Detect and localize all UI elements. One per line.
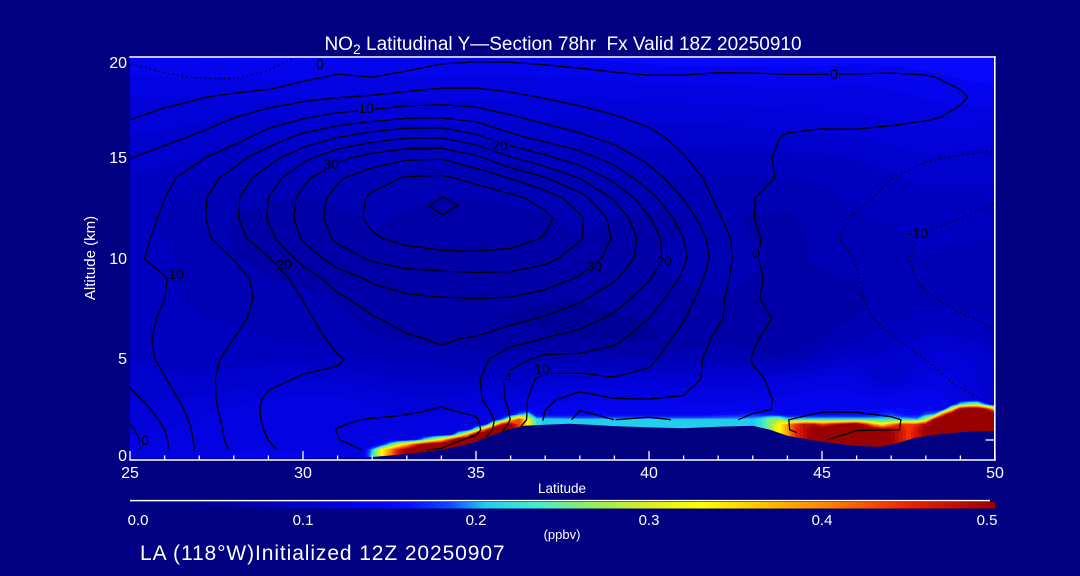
svg-text:-10: -10 xyxy=(908,225,928,241)
svg-text:25: 25 xyxy=(121,465,139,482)
svg-text:20: 20 xyxy=(109,55,127,72)
svg-text:0.1: 0.1 xyxy=(293,512,314,529)
svg-text:0.5: 0.5 xyxy=(977,512,998,529)
svg-text:10: 10 xyxy=(168,266,184,282)
svg-text:20: 20 xyxy=(656,253,672,269)
svg-text:NO2 Latitudinal Y—Section 78hr: NO2 Latitudinal Y—Section 78hr Fx Valid … xyxy=(324,34,801,57)
svg-text:0: 0 xyxy=(830,66,838,82)
svg-text:Latitude: Latitude xyxy=(538,481,586,496)
svg-text:0: 0 xyxy=(752,245,760,261)
svg-text:10: 10 xyxy=(358,100,374,116)
svg-text:15: 15 xyxy=(109,150,127,167)
svg-text:(ppbv): (ppbv) xyxy=(544,527,581,542)
svg-text:10: 10 xyxy=(534,361,550,377)
svg-text:35: 35 xyxy=(467,465,485,482)
svg-text:Altitude (km): Altitude (km) xyxy=(82,216,99,300)
svg-text:0: 0 xyxy=(316,56,324,72)
svg-text:LA (118°W)Initialized 12Z 2025: LA (118°W)Initialized 12Z 20250907 xyxy=(140,542,505,565)
svg-text:0.0: 0.0 xyxy=(128,512,149,529)
svg-text:0.2: 0.2 xyxy=(466,512,487,529)
svg-text:0.4: 0.4 xyxy=(812,512,833,529)
svg-text:0: 0 xyxy=(118,448,127,465)
svg-text:0.3: 0.3 xyxy=(639,512,660,529)
svg-text:5: 5 xyxy=(118,351,127,368)
svg-text:50: 50 xyxy=(986,465,1004,482)
svg-text:20: 20 xyxy=(276,256,292,272)
svg-text:45: 45 xyxy=(813,465,831,482)
svg-text:20: 20 xyxy=(492,137,508,153)
svg-text:40: 40 xyxy=(640,465,658,482)
svg-text:0: 0 xyxy=(141,432,149,448)
svg-text:30: 30 xyxy=(323,156,339,172)
svg-text:30: 30 xyxy=(586,258,602,274)
svg-text:4: 4 xyxy=(504,369,512,385)
svg-text:10: 10 xyxy=(109,251,127,268)
svg-text:30: 30 xyxy=(294,465,312,482)
